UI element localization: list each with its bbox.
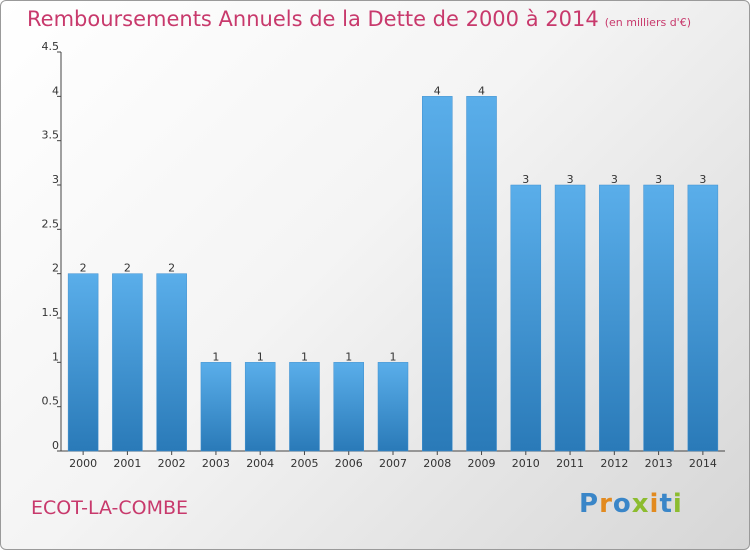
y-tick-label: 1: [52, 350, 59, 363]
y-tick-label: 2: [52, 262, 59, 275]
bar-value-label: 1: [257, 350, 264, 363]
bar-value-label: 1: [390, 350, 397, 363]
x-tick-label: 2002: [158, 457, 186, 470]
x-tick-label: 2008: [423, 457, 451, 470]
y-tick-label: 0: [52, 439, 59, 452]
x-tick-label: 2001: [113, 457, 141, 470]
y-tick-label: 2.5: [42, 217, 60, 230]
x-tick-label: 2006: [335, 457, 363, 470]
bar-2007: [377, 362, 409, 452]
bar-2008: [422, 96, 453, 452]
bar-value-label: 2: [80, 262, 87, 275]
x-tick-label: 2011: [556, 457, 584, 470]
y-tick-label: 0.5: [42, 395, 60, 408]
bar-2001: [112, 273, 143, 452]
y-tick-label: 3: [52, 173, 59, 186]
x-tick-label: 2004: [246, 457, 274, 470]
bar-value-label: 4: [434, 84, 441, 97]
logo-letter: i: [672, 489, 683, 519]
x-tick-label: 2007: [379, 457, 407, 470]
x-tick-label: 2012: [600, 457, 628, 470]
x-tick-label: 2010: [512, 457, 540, 470]
bar-2003: [200, 362, 232, 452]
bar-2013: [643, 184, 674, 452]
bar-value-label: 2: [168, 262, 175, 275]
proxiti-logo: Proxiti: [579, 489, 683, 519]
y-tick-label: 4.5: [42, 40, 60, 53]
bar-2004: [244, 362, 276, 452]
bar-2002: [156, 273, 187, 452]
bar-2009: [466, 96, 497, 452]
logo-letter: x: [631, 489, 650, 519]
chart-title-text: Remboursements Annuels de la Dette de 20…: [27, 7, 599, 31]
bar-2014: [687, 184, 719, 452]
bar-value-label: 3: [655, 173, 662, 186]
x-tick-label: 2014: [689, 457, 717, 470]
logo-letter: i: [649, 489, 660, 519]
bar-2005: [289, 362, 320, 452]
bar-value-label: 1: [301, 350, 308, 363]
chart-title: Remboursements Annuels de la Dette de 20…: [27, 7, 691, 31]
bar-2010: [510, 184, 542, 452]
x-tick-label: 2009: [468, 457, 496, 470]
x-axis: 2000 2001 2002 2003 2004 2005 2006 2007 2008 2009…: [61, 450, 725, 470]
y-tick-label: 1.5: [42, 306, 60, 319]
bar-value-label: 3: [611, 173, 618, 186]
x-tick-label: 2005: [290, 457, 318, 470]
logo-letter: r: [599, 489, 613, 519]
bar-value-label: 3: [699, 173, 706, 186]
bars-group: 2 2 2 1 1 1 1 1 4 4 3 3 3 3 3: [67, 84, 719, 452]
bar-2012: [599, 184, 630, 452]
logo-letter: P: [579, 489, 600, 519]
chart-unit-text: (en milliers d'€): [604, 16, 691, 29]
x-tick-label: 2013: [645, 457, 673, 470]
logo-letter: t: [659, 489, 673, 519]
bar-value-label: 2: [124, 262, 131, 275]
y-tick-label: 3.5: [42, 129, 60, 142]
bar-value-label: 3: [567, 173, 574, 186]
x-tick-label: 2003: [202, 457, 230, 470]
x-tick-label: 2000: [69, 457, 97, 470]
bar-2006: [333, 362, 364, 452]
bar-2000: [67, 273, 99, 452]
bar-value-label: 4: [478, 84, 485, 97]
bar-value-label: 1: [212, 350, 219, 363]
bar-value-label: 1: [345, 350, 352, 363]
bar-2011: [554, 184, 586, 452]
y-axis: 0 0.5 1 1.5 2 2.5 3 3.5 4 4.5: [42, 40, 62, 452]
y-tick-label: 4: [52, 84, 59, 97]
bar-value-label: 3: [522, 173, 529, 186]
commune-name: ECOT-LA-COMBE: [31, 497, 189, 519]
logo-letter: o: [612, 489, 632, 519]
